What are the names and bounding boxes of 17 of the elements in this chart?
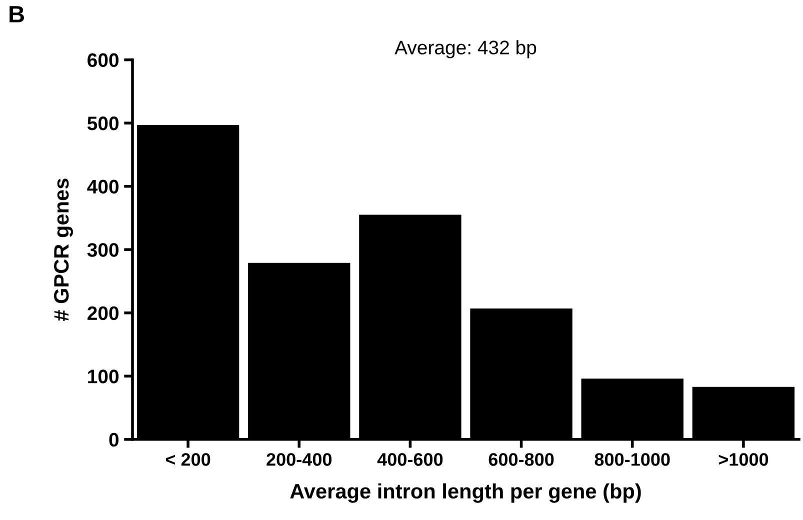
y-tick-label: 100 <box>88 370 119 384</box>
y-tick-label: 300 <box>87 243 119 257</box>
chart-title: Average: 432 bp <box>394 40 536 58</box>
y-tick-label: 500 <box>87 116 119 130</box>
x-axis-title: Average intron length per gene (bp) <box>290 483 641 503</box>
x-tick-label: 400-600 <box>377 453 443 466</box>
y-tick-label: 600 <box>88 53 119 68</box>
x-tick-label: 200-400 <box>266 453 332 466</box>
x-tick-label: < 200 <box>166 453 210 466</box>
x-tick-label: 600-800 <box>488 453 554 466</box>
text: B <box>10 6 24 22</box>
x-tick-label: 800-1000 <box>594 453 670 466</box>
y-tick-label: 400 <box>87 180 119 194</box>
y-axis-title: # GPCR genes <box>54 178 73 322</box>
y-tick-label: 200 <box>88 306 119 320</box>
y-tick-label: 0 <box>109 432 119 447</box>
x-tick-label: >1000 <box>718 453 768 466</box>
